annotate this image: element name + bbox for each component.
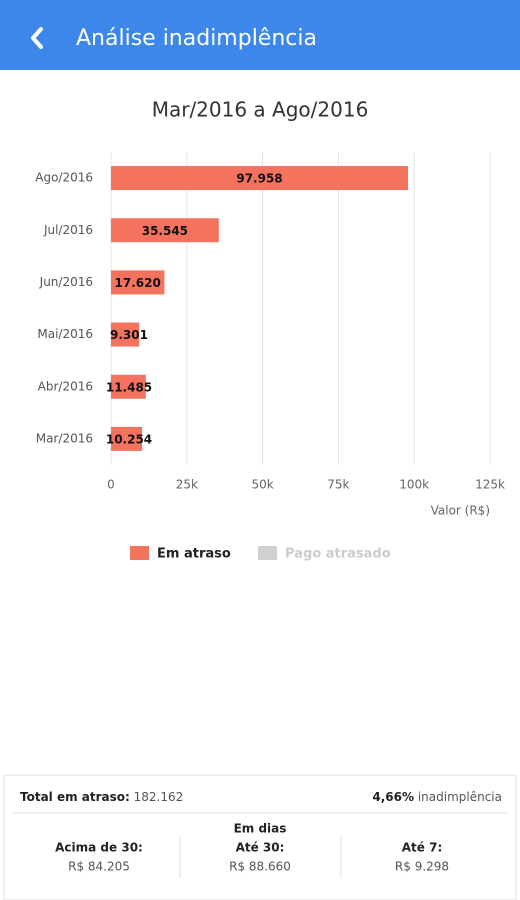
column-value: R$ 88.660 [229, 860, 291, 874]
legend-swatch [258, 546, 277, 560]
total-value: 182.162 [134, 790, 184, 804]
y-tick-label: Ago/2016 [35, 171, 93, 185]
x-tick-label: 125k [475, 478, 505, 492]
legend-label: Em atraso [157, 547, 231, 562]
rate-value: 4,66% [372, 790, 414, 804]
bar-value-label: 10.254 [106, 432, 152, 446]
legend-label: Pago atrasado [285, 547, 391, 562]
app-bar [0, 0, 520, 70]
bar-value-label: 97.958 [236, 172, 282, 186]
bar-value-label: 9.301 [110, 328, 148, 342]
bar-value-label: 17.620 [115, 276, 161, 290]
y-tick-label: Jul/2016 [43, 223, 93, 237]
y-tick-label: Jun/2016 [39, 275, 93, 289]
column-value: R$ 9.298 [395, 860, 449, 874]
y-tick-label: Mar/2016 [36, 431, 93, 445]
column-label: Até 30: [236, 841, 285, 855]
app-title: Análise inadimplência [76, 26, 317, 51]
x-tick-label: 50k [251, 478, 273, 492]
column-label: Acima de 30: [55, 841, 143, 855]
summary-card [3, 774, 517, 900]
y-tick-label: Abr/2016 [38, 379, 93, 393]
summary-subtitle: Em dias [234, 822, 287, 836]
total: Total em atraso: 182.162 [20, 790, 183, 804]
x-tick-label: 100k [399, 478, 429, 492]
bar [111, 270, 165, 295]
legend-swatch [130, 546, 149, 560]
rate: 4,66% inadimplência [372, 790, 502, 804]
x-tick-label: 25k [176, 478, 198, 492]
column-label: Até 7: [402, 841, 443, 855]
bar-value-label: 11.485 [106, 380, 152, 394]
bar-value-label: 35.545 [142, 224, 188, 238]
bar [111, 218, 219, 243]
bar [111, 166, 409, 191]
chart-title: Mar/2016 a Ago/2016 [152, 98, 369, 122]
total-label: Total em atraso: [20, 790, 130, 804]
y-tick-label: Mai/2016 [37, 327, 93, 341]
x-axis-label: Valor (R$) [431, 504, 490, 518]
column-value: R$ 84.205 [68, 860, 130, 874]
bar [111, 374, 146, 399]
back-button[interactable] [31, 27, 43, 49]
rate-label: inadimplência [418, 790, 502, 804]
x-tick-label: 75k [327, 478, 349, 492]
bar [111, 322, 140, 347]
bar [111, 426, 143, 451]
x-tick-label: 0 [107, 478, 115, 492]
